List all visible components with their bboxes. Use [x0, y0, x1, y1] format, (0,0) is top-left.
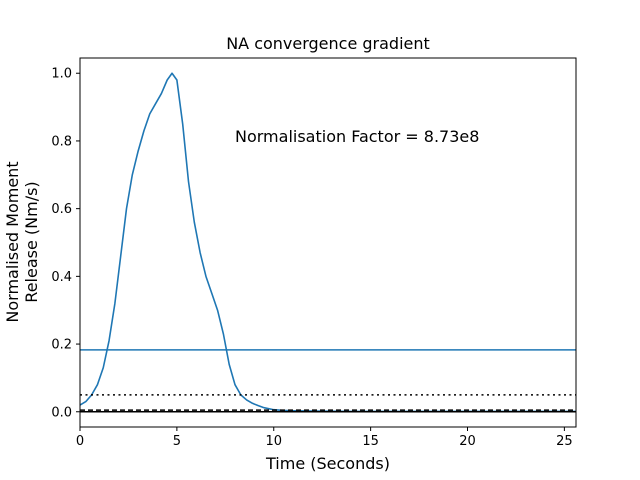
y-tick-label: 0.6 [51, 202, 72, 217]
x-axis-title: Time (Seconds) [265, 454, 390, 473]
y-tick-label: 0.0 [51, 405, 72, 420]
normalisation-annotation: Normalisation Factor = 8.73e8 [235, 127, 479, 146]
chart-title: NA convergence gradient [226, 34, 430, 53]
axes-frame [79, 57, 577, 428]
moment-release-curve [80, 72, 576, 413]
y-tick-label: 0.4 [51, 270, 72, 285]
x-axis-ticks: 0 5 10 15 20 25 [76, 427, 573, 449]
x-tick-label: 5 [173, 434, 181, 449]
x-tick-label: 10 [265, 434, 282, 449]
y-axis-title-line-1: Normalised Moment [3, 161, 22, 322]
y-axis-title-line-2: Release (Nm/s) [22, 181, 41, 302]
x-tick-label: 20 [459, 434, 476, 449]
x-tick-label: 0 [76, 434, 84, 449]
y-tick-label: 0.2 [51, 338, 72, 353]
y-tick-label: 0.8 [51, 134, 72, 149]
plot-lines [80, 72, 576, 413]
y-tick-label: 1.0 [51, 67, 72, 82]
y-axis-ticks: 0.0 0.2 0.4 0.6 0.8 1.0 [51, 67, 80, 420]
x-tick-label: 15 [362, 434, 379, 449]
x-tick-label: 25 [556, 434, 573, 449]
